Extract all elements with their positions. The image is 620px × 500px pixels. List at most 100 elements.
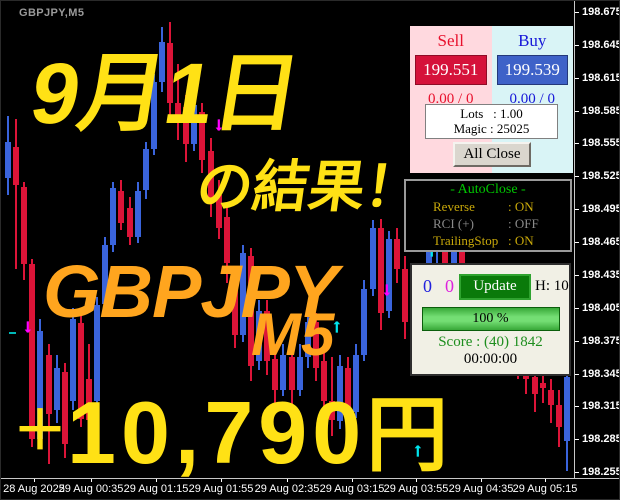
candle-body [21,187,28,264]
candle-body [158,41,165,83]
candle-body [167,42,173,103]
price-tick [575,472,579,473]
candle-body [304,322,311,358]
price-tick [575,340,579,342]
price-axis-label: 198.405 [582,301,620,314]
candle-body [150,82,157,149]
autoclose-row-trailingstop: TrailingStop : ON [406,233,570,249]
candle-body [345,368,352,412]
overlay-profit-text: ＋10,790円 [13,389,448,477]
price-tick [575,373,579,375]
candle-body [134,190,141,237]
trailingstop-value: : ON [508,233,534,248]
buy-signal-arrow-icon: ↑ [413,440,423,461]
candle-body [215,194,222,228]
rci-label: RCI (+) [433,216,474,231]
candle-body [377,227,384,314]
candle-body [118,190,125,224]
price-axis-label: 198.255 [582,466,620,478]
buy-signal-arrow-icon: ↑ [332,316,342,337]
candle-body [369,227,376,290]
price-axis-label: 198.615 [582,71,620,84]
time-axis-label: 29 Aug 03:55 [383,483,449,495]
candle-body [256,311,263,362]
candle-body [361,289,368,355]
price-tick [575,77,579,79]
price-axis[interactable]: 198.675 198.645 198.615 198.585 198.555 198.5… [575,1,620,478]
time-axis[interactable]: 28 Aug 2025 29 Aug 00:35 29 Aug 01:15 29 Au… [1,479,619,499]
time-axis-label: 29 Aug 03:15 [319,483,385,495]
score-label: Score : (40) 1842 [438,334,543,350]
candle-body [555,405,562,428]
price-axis-label: 198.315 [582,400,620,413]
price-axis-label: 198.345 [582,367,620,380]
symbol-period-label: GBPJPY,M5 [19,7,85,19]
candle-body [329,400,335,421]
candle-body [175,102,182,121]
price-axis-label: 198.675 [582,6,620,18]
candle-body [37,330,44,440]
candle-body [280,354,287,390]
buy-stats: 0.00 / 0 [509,91,555,107]
time-tick [545,479,546,482]
candle-body [337,365,344,421]
trailingstop-label: TrailingStop [433,233,499,248]
time-axis-label: 29 Aug 02:35 [254,483,320,495]
update-button[interactable]: Update [459,274,531,300]
progress-bar: 100 % [421,307,560,331]
price-axis-label: 198.375 [582,334,620,347]
candle-body [13,146,20,185]
candle-body [207,151,214,199]
buy-price-button[interactable]: 199.539 [496,55,568,85]
candle-body [393,238,400,270]
time-tick [352,479,353,482]
price-tick [575,110,579,112]
candle-wick [177,63,180,141]
candle-body [442,242,449,272]
candle-body [29,263,36,440]
update-row: 0 0 Update H: 10 [412,274,569,302]
magenta-count: 0 [445,276,454,296]
axis-separator-vertical [574,1,575,478]
sell-signal-arrow-icon: ↓ [23,316,33,337]
update-panel: 0 0 Update H: 10 100 % Score : (40) 1842… [410,263,571,376]
candle-body [458,245,465,279]
blue-count: 0 [423,276,432,296]
h-value-label: H: 10 [535,278,569,294]
sell-signal-arrow-icon: ↓ [382,279,392,300]
candle-body [223,216,230,263]
candle-body [385,238,392,311]
timer-label: 00:00:00 [463,351,518,367]
candle-body [53,368,60,410]
sell-price-button[interactable]: 199.551 [415,55,487,85]
autoclose-row-reverse: Reverse : ON [406,199,570,215]
time-axis-label: 29 Aug 04:35 [448,483,514,495]
price-axis-label: 198.525 [582,170,620,183]
rci-value: : OFF [508,216,539,231]
lots-magic-box: Lots : 1.00 Magic : 25025 [425,104,558,139]
price-tick [575,209,579,211]
candle-body [183,107,190,145]
chart-area[interactable]: GBPJPY,M5 ↓↓↓↑↑↑ 9月1日 の結果！ GBPJPY M5 ＋10… [1,1,574,478]
price-tick [575,143,579,145]
candle-body [110,188,117,246]
trade-panel: Sell 199.551 0.00 / 0 Buy 199.539 0.00 /… [410,26,573,173]
price-axis-label: 198.285 [582,433,620,446]
overlay-result-text: の結果！ [192,155,426,218]
price-tick [575,176,579,178]
price-tick [575,406,579,408]
candle-body [312,322,319,368]
all-close-button[interactable]: All Close [453,142,531,167]
time-tick [221,479,222,482]
indicator-dash-icon [9,332,16,334]
candle-body [142,148,149,191]
candle-body [563,376,570,442]
time-tick [156,479,157,482]
buy-label: Buy [518,31,547,50]
candle-body [248,256,254,366]
autoclose-panel: - AutoClose - Reverse : ON RCI (+) : OFF… [404,179,572,252]
candle-body [191,105,198,145]
time-tick [416,479,417,482]
time-axis-label: 29 Aug 05:15 [512,483,578,495]
price-axis-label: 198.585 [582,104,620,117]
